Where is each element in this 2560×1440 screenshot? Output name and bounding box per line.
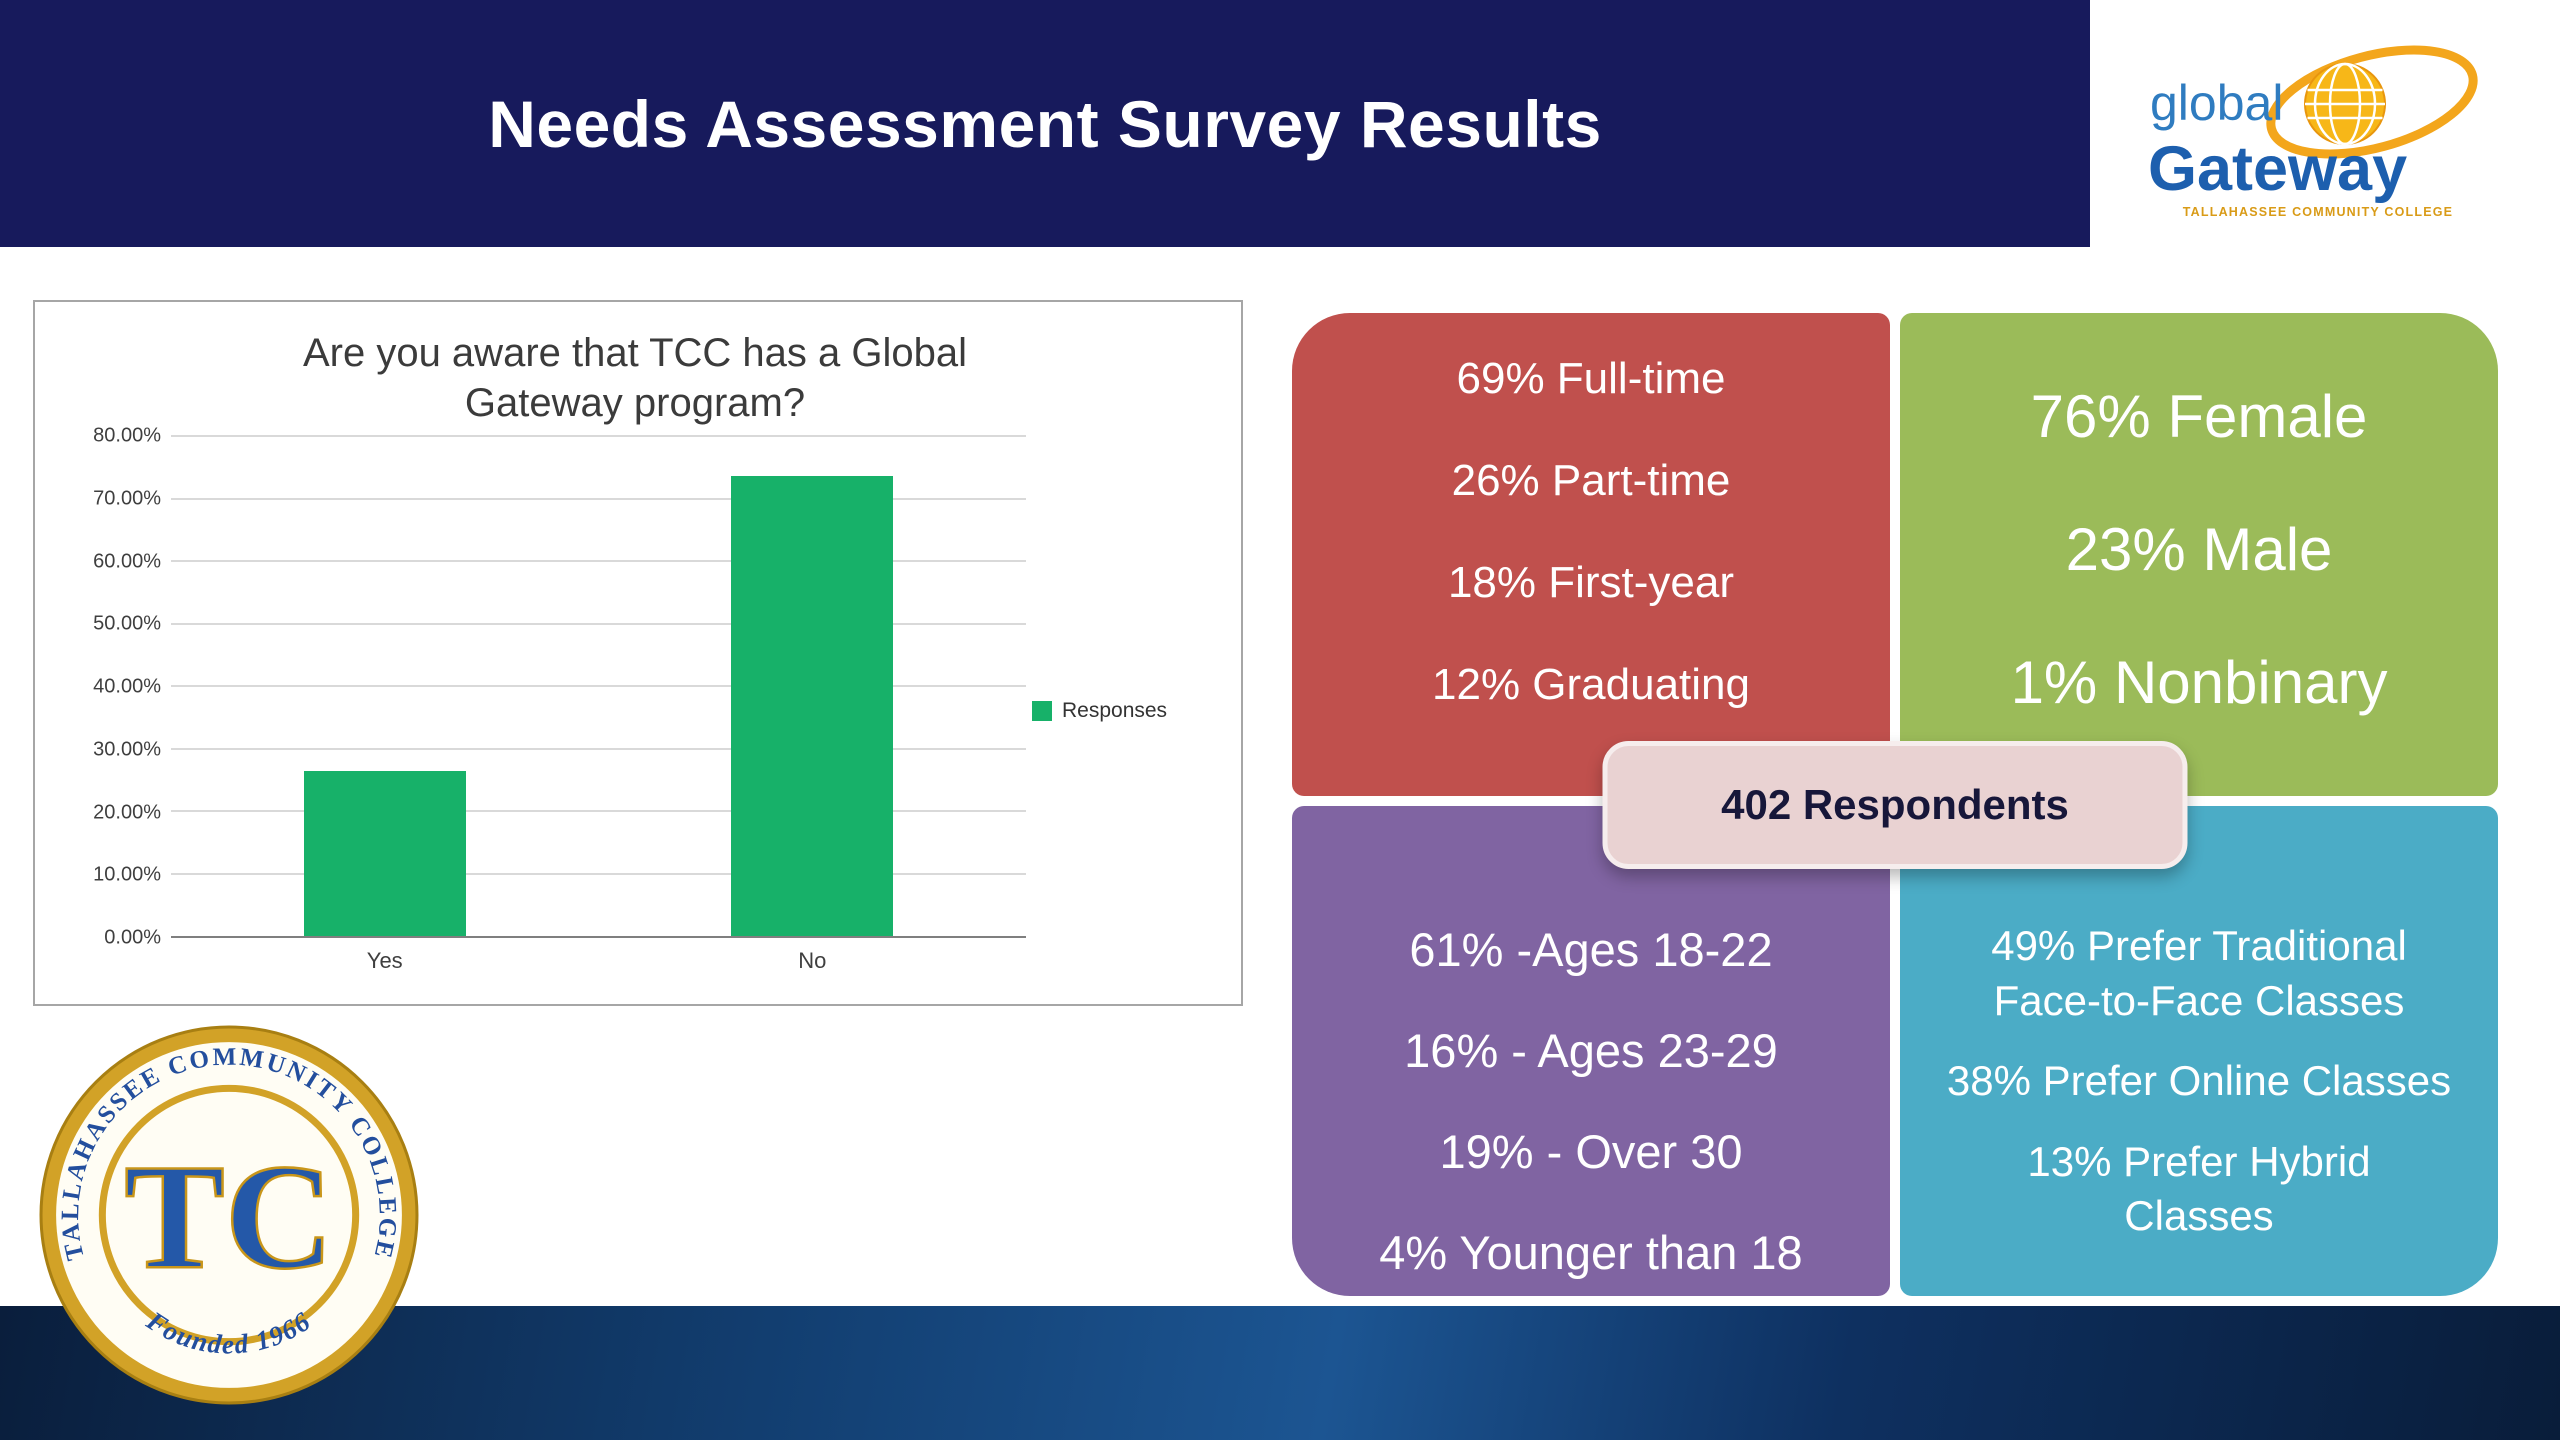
tcc-seal-icon: TALLAHASSEE COMMUNITY COLLEGE Founded 19… xyxy=(39,1025,419,1405)
bar-no xyxy=(731,476,894,936)
gridline xyxy=(171,810,1026,812)
stat-firstyear: 18% First-year xyxy=(1447,557,1735,607)
y-tick-label: 0.00% xyxy=(104,926,161,949)
tcc-seal-logo: TALLAHASSEE COMMUNITY COLLEGE Founded 19… xyxy=(38,1024,420,1406)
stat-male: 23% Male xyxy=(2065,516,2333,583)
stat-prefer-facetoface: 49% Prefer Traditional Face-to-Face Clas… xyxy=(1991,922,2407,1024)
awareness-chart-panel: Are you aware that TCC has a Global Gate… xyxy=(33,300,1243,1006)
quadrant-enrollment: 69% Full-time 26% Part-time 18% First-ye… xyxy=(1292,313,1890,796)
footer-banner xyxy=(0,1306,2560,1440)
chart-title: Are you aware that TCC has a Global Gate… xyxy=(302,331,968,425)
chart-legend: Responses xyxy=(1032,699,1167,723)
y-tick-label: 80.00% xyxy=(93,424,161,447)
gridline xyxy=(171,497,1026,500)
stat-parttime: 26% Part-time xyxy=(1451,455,1731,505)
stat-prefer-online: 38% Prefer Online Classes xyxy=(1946,1057,2452,1105)
gridline xyxy=(171,560,1026,562)
y-tick-label: 70.00% xyxy=(93,487,161,510)
globe-swoosh-icon: global Gateway TALLAHASSEE COMMUNITY COL… xyxy=(2148,45,2478,219)
y-tick-label: 20.00% xyxy=(93,801,161,823)
stat-female: 76% Female xyxy=(2030,383,2368,450)
gridline xyxy=(171,685,1026,687)
y-tick-label: 10.00% xyxy=(93,863,161,886)
quadrant-gender: 76% Female 23% Male 1% Nonbinary xyxy=(1900,313,2498,796)
stat-prefer-hybrid: 13% Prefer Hybrid Classes xyxy=(2027,1137,2371,1240)
y-tick-label: 50.00% xyxy=(93,612,161,635)
legend-label: Responses xyxy=(1062,699,1168,723)
plot-area xyxy=(171,435,1027,938)
y-tick-label: 30.00% xyxy=(93,738,161,761)
stat-nonbinary: 1% Nonbinary xyxy=(2010,649,2388,716)
bar-slot-no xyxy=(599,436,1027,936)
y-tick-label: 60.00% xyxy=(93,550,161,572)
header-bar: Needs Assessment Survey Results xyxy=(0,0,2090,247)
gridline xyxy=(171,622,1026,625)
stat-age-over-30: 19% - Over 30 xyxy=(1439,1125,1743,1178)
logo-global-text: global xyxy=(2150,75,2283,131)
y-axis-labels: 0.00% 10.00% 20.00% 30.00% 40.00% 50.00% 60.00… xyxy=(59,425,171,949)
global-gateway-logo: global Gateway TALLAHASSEE COMMUNITY COL… xyxy=(2140,38,2500,233)
quadrant-age: 61% -Ages 18-22 16% - Ages 23-29 19% - O… xyxy=(1292,806,1890,1296)
x-tick-label-no: No xyxy=(798,948,827,973)
gridline xyxy=(171,872,1026,875)
respondents-badge: 402 Respondents xyxy=(1602,741,2188,869)
chart-body: 0.00% 10.00% 20.00% 30.00% 40.00% 50.00% 60.00… xyxy=(59,425,1211,984)
logo-caption-text: TALLAHASSEE COMMUNITY COLLEGE xyxy=(2183,205,2453,219)
stat-age-23-29: 16% - Ages 23-29 xyxy=(1404,1024,1778,1077)
bar-slot-yes xyxy=(171,436,599,936)
bar-yes xyxy=(303,771,466,936)
y-tick-label: 40.00% xyxy=(93,675,161,698)
stat-age-18-22: 61% -Ages 18-22 xyxy=(1409,923,1773,976)
stat-graduating: 12% Graduating xyxy=(1432,659,1750,709)
x-tick-label-yes: Yes xyxy=(366,948,403,973)
legend-swatch xyxy=(1032,701,1052,722)
stat-age-under-18: 4% Younger than 18 xyxy=(1379,1226,1803,1279)
stat-fulltime: 69% Full-time xyxy=(1456,353,1726,403)
seal-monogram: TC xyxy=(124,1133,333,1300)
x-axis-labels: Yes No xyxy=(171,938,1026,984)
quadrant-class-preference: 49% Prefer Traditional Face-to-Face Clas… xyxy=(1900,806,2498,1296)
page-title: Needs Assessment Survey Results xyxy=(488,86,1602,161)
respondents-label: 402 Respondents xyxy=(1721,781,2069,828)
gridline xyxy=(171,435,1026,437)
stats-panel: 69% Full-time 26% Part-time 18% First-ye… xyxy=(1292,313,2498,1296)
gridline xyxy=(171,747,1026,750)
logo-gateway-text: Gateway xyxy=(2148,134,2407,204)
